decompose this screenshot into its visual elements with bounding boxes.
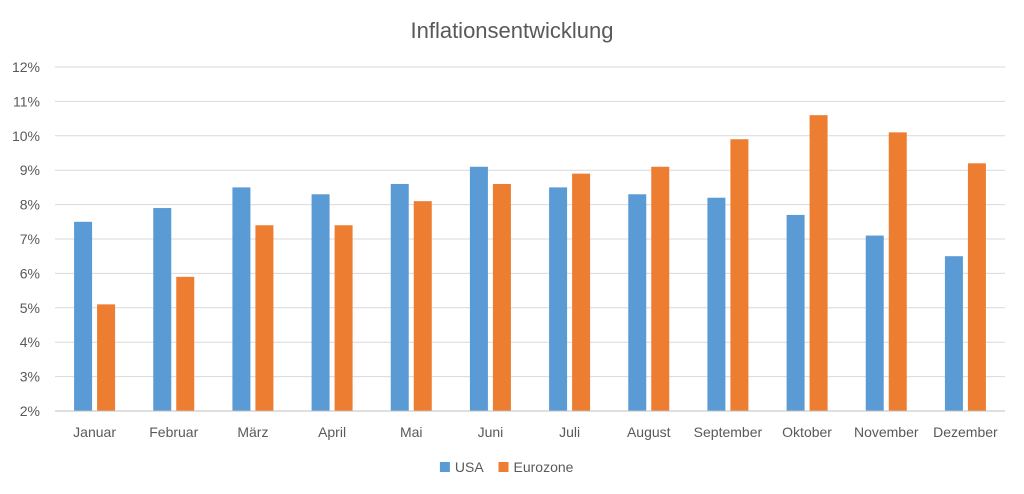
chart-title: Inflationsentwicklung [410,18,613,43]
legend-label-usa: USA [455,459,484,475]
x-tick-label: Februar [149,424,198,440]
bar-eurozone-5 [492,183,511,411]
bars [74,115,986,412]
x-tick-label: Juni [478,424,504,440]
bar-usa-9 [786,214,805,411]
bar-usa-5 [469,166,488,411]
bar-usa-0 [74,221,93,411]
legend-label-eurozone: Eurozone [514,459,574,475]
bar-usa-11 [944,256,963,411]
bar-usa-1 [153,208,172,411]
bar-usa-6 [549,187,568,411]
bar-usa-7 [628,194,647,411]
legend-swatch-eurozone [498,462,509,472]
y-tick-label: 8% [20,197,40,213]
x-tick-label: April [318,424,346,440]
x-tick-label: September [694,424,763,440]
x-tick-label: August [627,424,671,440]
y-tick-label: 5% [20,300,40,316]
bar-usa-10 [865,235,884,411]
y-tick-label: 10% [12,128,40,144]
y-axis-ticks: 2% 3% 4% 5% 6% 7% 8% 9% 10% 11% 12% [12,59,40,419]
bar-eurozone-3 [334,225,353,411]
y-tick-label: 9% [20,162,40,178]
bar-eurozone-9 [809,115,828,411]
bar-eurozone-1 [176,276,195,411]
gridlines [55,66,1005,378]
x-tick-label: März [237,424,268,440]
y-tick-label: 6% [20,265,40,281]
legend-swatch-usa [439,462,450,472]
bar-eurozone-2 [255,225,274,411]
bar-eurozone-11 [967,163,986,411]
bar-eurozone-6 [572,173,591,411]
bar-eurozone-4 [413,201,432,411]
x-tick-label: November [854,424,919,440]
bar-eurozone-10 [888,132,907,412]
x-tick-label: Mai [400,424,423,440]
x-tick-label: Oktober [782,424,832,440]
y-tick-label: 11% [13,93,40,109]
bar-usa-3 [311,194,330,411]
bar-eurozone-0 [97,304,116,411]
x-tick-label: Dezember [933,424,998,440]
bar-eurozone-8 [730,139,749,412]
x-axis-ticks: Januar Februar März April Mai Juni Juli August S… [73,424,998,440]
y-tick-label: 3% [20,369,40,385]
y-tick-label: 2% [20,403,40,419]
y-tick-label: 7% [20,231,40,247]
bar-usa-8 [707,197,726,411]
bar-eurozone-7 [651,166,670,411]
bar-usa-4 [390,183,409,411]
y-tick-label: 4% [20,334,40,350]
x-tick-label: Januar [73,424,116,440]
legend: USA Eurozone [439,459,574,475]
bar-usa-2 [232,187,251,411]
x-tick-label: Juli [559,424,580,440]
y-tick-label: 12% [12,59,40,75]
